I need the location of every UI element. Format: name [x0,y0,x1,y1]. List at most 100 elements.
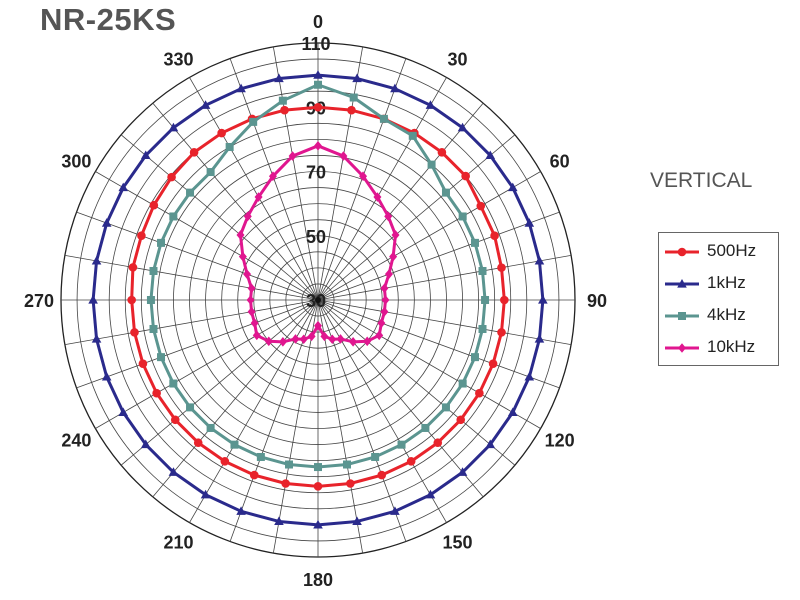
grid-spoke [317,299,560,389]
data-point [425,489,436,499]
grid-spoke [317,299,541,429]
data-point [220,457,230,466]
data-point [254,192,263,202]
data-point [339,151,348,161]
data-point [397,440,406,449]
data-point [206,168,215,177]
data-point [456,415,466,425]
data-point [313,70,323,79]
data-point [433,438,443,448]
data-point [284,460,293,469]
legend-label: 4kHz [707,305,746,324]
data-point [225,142,234,151]
data-point [278,337,287,347]
data-point [408,131,417,140]
data-point [299,334,308,345]
grid-spoke [317,299,516,466]
data-point [391,230,400,240]
data-point [427,160,436,169]
data-point [91,334,102,343]
data-point [320,331,329,342]
data-point [236,230,245,240]
data-point [189,148,199,157]
data-point [130,328,139,337]
data-point [384,269,393,279]
data-point [437,148,447,157]
data-point [149,200,159,210]
legend-item-10khz: 10kHz [659,335,778,361]
data-point [524,371,535,381]
angle-label: 210 [163,533,193,553]
legend-marker [677,247,687,257]
data-point [314,141,322,151]
angle-label: 300 [61,152,91,172]
data-point [457,467,468,476]
angle-label: 330 [163,49,193,69]
legend-marker-4khz [665,312,699,320]
data-point [278,96,287,105]
data-point [128,263,138,272]
data-point [425,100,436,109]
data-point [314,463,322,472]
data-point [390,506,400,515]
legend-marker-1khz [665,279,699,288]
grid-spoke [95,299,319,429]
data-point [421,423,430,432]
data-point [349,93,358,102]
data-point [200,489,211,499]
data-point [168,122,179,132]
data-point [217,128,226,138]
data-point [101,218,112,227]
data-point [249,470,259,480]
data-point [313,519,323,529]
data-point [256,452,265,461]
data-point [384,211,393,222]
data-point [524,218,535,227]
grid-spoke [317,211,560,301]
data-point [380,283,389,294]
data-point [314,320,322,331]
data-point [168,467,179,476]
series-4khz [146,80,490,472]
data-point [101,371,112,381]
legend: 500Hz 1kHz 4kHz 10kHz [658,232,779,366]
grid-spoke [76,211,319,301]
data-point [377,470,387,480]
data-point [500,295,509,305]
data-point [363,336,372,347]
data-point [170,415,180,425]
data-point [167,172,176,182]
grid-spoke [64,254,319,301]
data-point [457,122,468,132]
data-point [186,188,195,197]
data-point [461,171,470,181]
data-point [118,182,129,192]
grid-spoke [317,77,447,301]
data-point [186,403,195,412]
data-point [377,318,386,328]
legend-item-500hz: 500Hz [659,239,778,265]
data-point [307,331,316,342]
data-point [380,306,389,317]
data-point [313,482,323,491]
grid-spoke [95,171,319,301]
data-point [389,251,398,262]
data-point [157,238,166,247]
data-point [349,337,358,347]
data-point [538,295,548,304]
angle-label: 90 [587,291,607,311]
legend-item-4khz: 4kHz [659,303,778,329]
angle-label: 0 [313,12,323,32]
data-point [534,255,545,265]
data-point [485,150,496,160]
data-point [157,353,166,362]
data-point [140,150,151,160]
grid-spoke [317,171,541,301]
data-point [343,460,352,469]
data-point [236,506,246,515]
data-point [274,516,284,526]
data-point [91,255,102,265]
data-point [478,325,487,334]
data-point [458,212,467,221]
data-point [152,388,161,398]
